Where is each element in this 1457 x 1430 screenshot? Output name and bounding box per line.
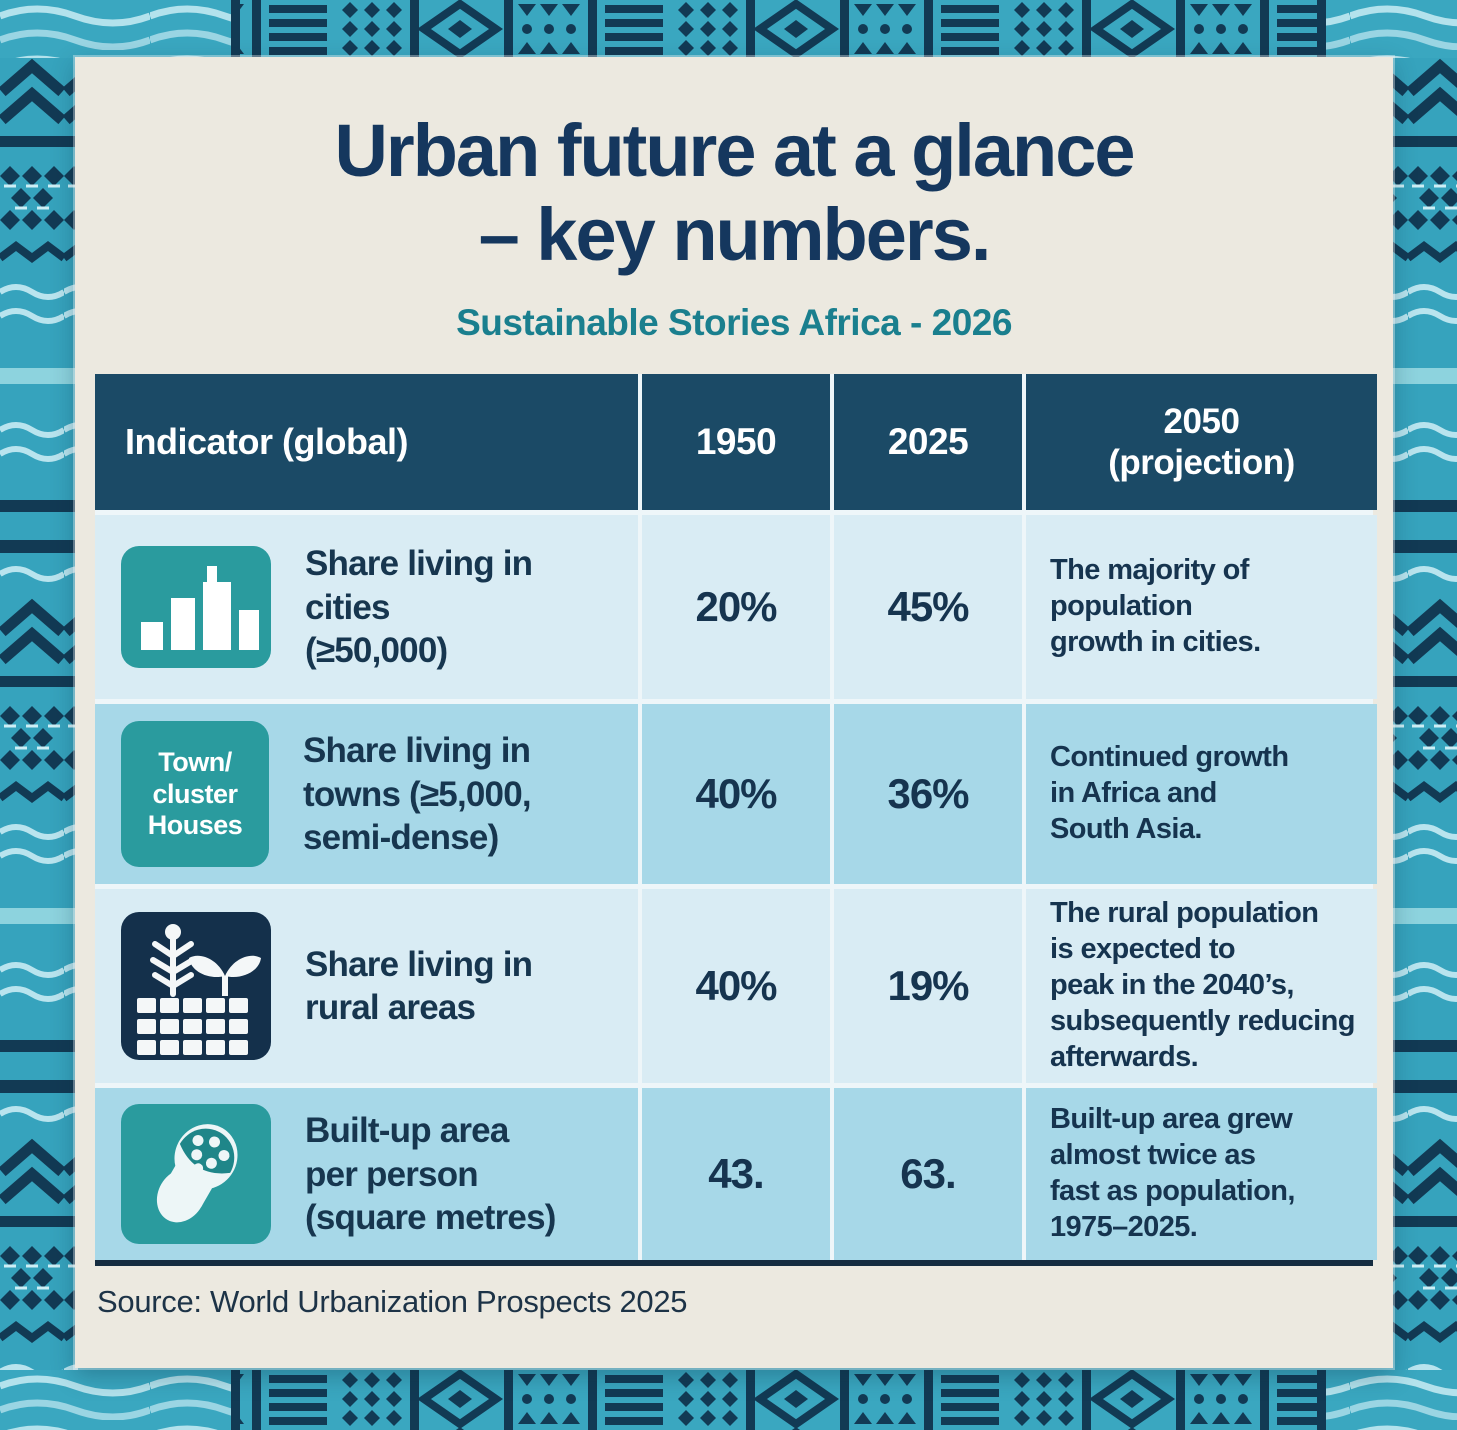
rural-field-plants-icon <box>121 912 271 1061</box>
footprint-icon <box>121 1104 271 1245</box>
cities-projection-2050: The majority of population growth in cit… <box>1026 515 1377 700</box>
content-card: Urban future at a glance – key numbers. … <box>75 57 1393 1368</box>
town-cluster-houses-badge: Town/ cluster Houses <box>121 721 269 868</box>
col-header-1950: 1950 <box>642 374 830 511</box>
cities-value-1950: 20% <box>642 515 830 700</box>
table-row-cities-indicator: Share living in cities (≥50,000) <box>95 515 638 700</box>
col-header-indicator: Indicator (global) <box>95 374 638 511</box>
table-row-builtup-indicator: Built-up area per person (square metres) <box>95 1088 638 1261</box>
indicator-label: Built-up area per person (square metres) <box>305 1111 556 1237</box>
builtup-projection-2050: Built-up area grew almost twice as fast … <box>1026 1088 1377 1261</box>
builtup-value-1950: 43. <box>642 1088 830 1261</box>
col-header-2025: 2025 <box>834 374 1022 511</box>
rural-value-2025: 19% <box>834 889 1022 1084</box>
col-header-2050-projection: 2050 (projection) <box>1026 374 1377 511</box>
page-title: Urban future at a glance – key numbers. <box>334 109 1135 276</box>
indicator-label: Share living in towns (≥5,000, semi-dens… <box>303 731 532 857</box>
towns-projection-2050: Continued growth in Africa and South Asi… <box>1026 704 1377 885</box>
towns-value-2025: 36% <box>834 704 1022 885</box>
indicator-label: Share living in cities (≥50,000) <box>305 544 533 670</box>
data-table: Indicator (global) 1950 2025 2050 (proje… <box>95 374 1377 1261</box>
cities-value-2025: 45% <box>834 515 1022 700</box>
page-subtitle: Sustainable Stories Africa - 2026 <box>456 302 1012 344</box>
towns-value-1950: 40% <box>642 704 830 885</box>
rural-value-1950: 40% <box>642 889 830 1084</box>
indicator-label: Share living in rural areas <box>305 944 533 1028</box>
city-skyline-bars-icon <box>121 546 271 669</box>
builtup-value-2025: 63. <box>834 1088 1022 1261</box>
table-row-towns-indicator: Town/ cluster Houses Share living in tow… <box>95 704 638 885</box>
source-note: Source: World Urbanization Prospects 202… <box>97 1284 688 1320</box>
table-bottom-border <box>95 1260 1373 1267</box>
table-row-rural-indicator: Share living in rural areas <box>95 889 638 1084</box>
rural-projection-2050: The rural population is expected to peak… <box>1026 889 1377 1084</box>
